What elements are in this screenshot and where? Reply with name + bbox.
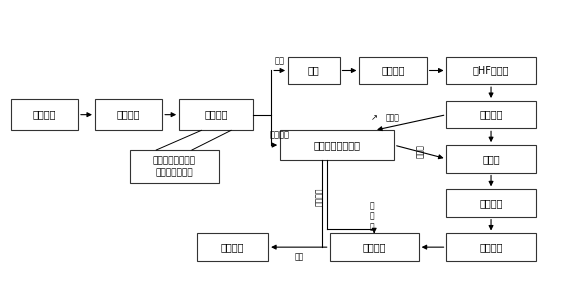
Bar — [360, 57, 427, 84]
Bar — [129, 150, 218, 183]
Text: 中间库: 中间库 — [482, 154, 500, 164]
Bar — [95, 99, 162, 130]
Text: 中间检验: 中间检验 — [205, 110, 228, 120]
Bar — [197, 234, 268, 261]
Bar — [446, 57, 536, 84]
Text: 可返修: 可返修 — [416, 144, 425, 158]
Bar — [179, 99, 253, 130]
Bar — [446, 145, 536, 173]
Text: 不可返修: 不可返修 — [314, 187, 324, 206]
Bar — [329, 234, 418, 261]
Text: 磨片清洗: 磨片清洗 — [479, 242, 503, 252]
Text: 倒角工序: 倒角工序 — [381, 65, 405, 75]
Bar — [288, 57, 339, 84]
Bar — [446, 189, 536, 217]
Text: 切片分选: 切片分选 — [479, 110, 503, 120]
Text: 切片清洗: 切片清洗 — [117, 110, 140, 120]
Text: 入成品库: 入成品库 — [221, 242, 244, 252]
Bar — [446, 101, 536, 128]
Bar — [11, 99, 78, 130]
Bar — [446, 234, 536, 261]
Text: 线切工序: 线切工序 — [32, 110, 56, 120]
Text: 过HF酸清洗: 过HF酸清洗 — [473, 65, 509, 75]
Text: ↗: ↗ — [371, 113, 378, 122]
Text: 合格: 合格 — [275, 56, 284, 65]
Bar — [280, 130, 394, 160]
Text: 退火: 退火 — [308, 65, 320, 75]
Text: 磨片检验: 磨片检验 — [362, 242, 386, 252]
Text: 品质部来品管理员: 品质部来品管理员 — [313, 140, 361, 150]
Text: 研磨工序: 研磨工序 — [479, 198, 503, 208]
Text: 外观、硅片边缘、
核对数量、晶向: 外观、硅片边缘、 核对数量、晶向 — [153, 156, 195, 177]
Text: 不合格片: 不合格片 — [269, 131, 289, 140]
Text: 合格: 合格 — [294, 252, 303, 261]
Text: 可
返
修: 可 返 修 — [369, 201, 374, 231]
Text: 不合格: 不合格 — [386, 113, 399, 122]
